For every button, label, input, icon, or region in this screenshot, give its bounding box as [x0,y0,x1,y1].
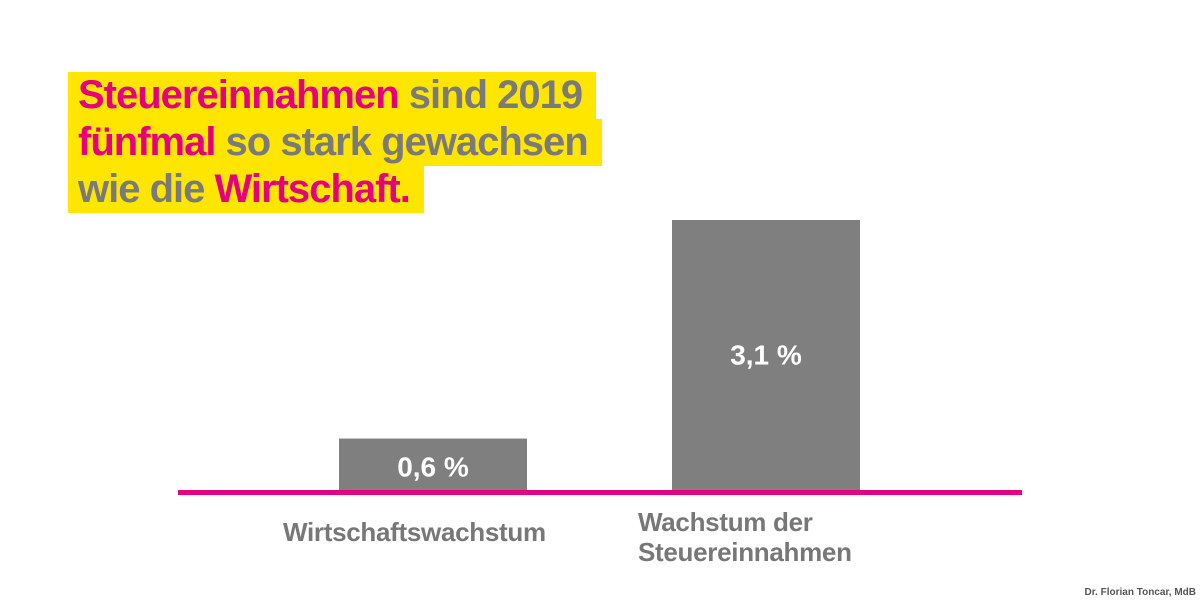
headline-accent-steuereinnahmen: Steuereinnahmen [78,73,400,117]
headline-highlight-3: wie die Wirtschaft. [68,166,424,213]
category-label-2-line-1: Wachstum der [638,507,813,537]
credit-text: Dr. Florian Toncar, MdB [1084,587,1197,598]
headline: Steuereinnahmen sind 2019 fünfmal so sta… [68,72,602,213]
category-label-2: Wachstum der Steuereinnahmen [638,507,852,567]
bar-1 [339,438,527,491]
headline-line-1: Steuereinnahmen sind 2019 [68,72,602,119]
headline-accent-fuenfmal: fünfmal [78,120,216,164]
headline-line-3: wie die Wirtschaft. [68,166,602,213]
bar-2 [672,220,860,491]
category-label-2-line-2: Steuereinnahmen [638,537,852,567]
headline-period: . [399,167,411,211]
category-label-1-line-1: Wirtschaftswachstum [283,517,546,547]
headline-text-wie-die: wie die [78,167,215,211]
headline-highlight-2: fünfmal so stark gewachsen [68,119,602,166]
headline-line-2: fünfmal so stark gewachsen [68,119,602,166]
headline-text-sind-2019: sind 2019 [398,73,583,117]
headline-highlight-1: Steuereinnahmen sind 2019 [68,72,597,119]
bar-value-label-2: 3,1 % [730,340,802,371]
headline-accent-wirtschaft: Wirtschaft [214,167,401,211]
bar-value-label-1: 0,6 % [397,451,469,482]
category-label-1: Wirtschaftswachstum [283,517,546,547]
headline-text-so-stark-gewachsen: so stark gewachsen [215,120,589,164]
